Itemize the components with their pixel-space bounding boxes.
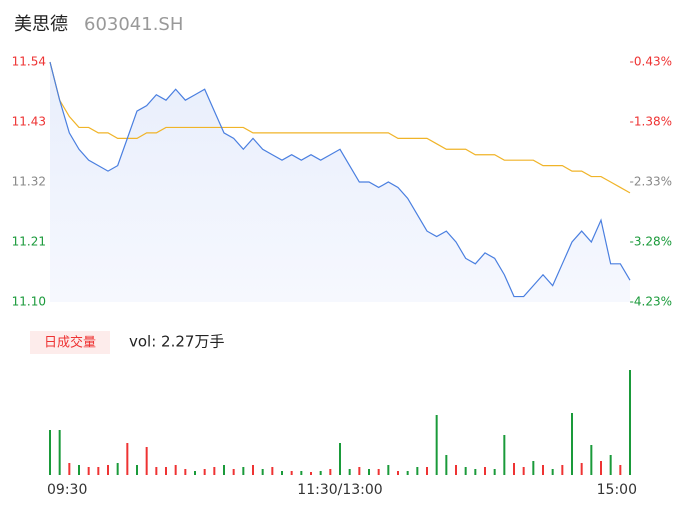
volume-bar — [532, 461, 535, 475]
y2-tick-label: -1.38% — [630, 115, 672, 129]
volume-bar — [126, 443, 129, 475]
volume-text: vol: 2.27万手 — [129, 333, 224, 351]
y-tick-label: 11.21 — [12, 235, 46, 249]
volume-bar — [97, 467, 100, 475]
y-tick-label: 11.43 — [12, 115, 46, 129]
volume-bar — [358, 467, 361, 475]
volume-bar — [522, 467, 525, 475]
volume-bar — [455, 465, 457, 475]
price-area — [50, 62, 630, 302]
volume-bar — [484, 467, 486, 475]
x-tick-label: 15:00 — [597, 482, 637, 498]
volume-bar — [609, 455, 612, 475]
x-tick-label: 09:30 — [47, 482, 87, 498]
volume-bar — [474, 469, 477, 475]
x-tick-label: 11:30/13:00 — [297, 482, 382, 498]
y2-tick-label: -3.28% — [630, 235, 672, 249]
volume-bar — [116, 463, 119, 475]
volume-bar — [242, 467, 245, 475]
volume-bar — [174, 465, 177, 475]
volume-bar — [194, 471, 196, 475]
volume-bar — [339, 443, 341, 475]
volume-bar — [213, 467, 216, 475]
volume-bar — [513, 463, 515, 475]
volume-bar — [629, 370, 631, 475]
volume-bar — [571, 413, 573, 475]
volume-bar — [271, 467, 274, 475]
volume-bar — [493, 469, 496, 475]
stock-name: 美思德 — [14, 14, 68, 35]
volume-bar — [252, 465, 254, 475]
volume-bar — [416, 467, 419, 475]
volume-bar — [107, 465, 109, 475]
volume-bar — [580, 463, 583, 475]
y-tick-label: 11.32 — [12, 175, 46, 189]
volume-bar — [503, 435, 506, 475]
y-tick-label: 11.10 — [12, 295, 46, 309]
volume-bar — [561, 465, 564, 475]
volume-bar — [49, 430, 51, 475]
volume-bar — [78, 465, 80, 475]
volume-bar — [136, 465, 138, 475]
volume-bar — [203, 469, 206, 475]
volume-bar — [435, 415, 438, 475]
volume-bar — [600, 461, 602, 475]
y2-tick-label: -2.33% — [630, 175, 672, 189]
volume-bar — [551, 469, 554, 475]
volume-bar — [542, 465, 544, 475]
volume-bar — [290, 471, 293, 475]
volume-bar — [319, 471, 322, 475]
volume-bar — [300, 471, 303, 475]
volume-bar — [281, 471, 283, 475]
volume-bar — [329, 469, 332, 475]
volume-bar — [590, 445, 593, 475]
volume-title: 日成交量 — [44, 335, 96, 351]
volume-bar — [464, 467, 467, 475]
volume-bar — [155, 467, 158, 475]
volume-bar — [445, 455, 448, 475]
volume-bar — [406, 471, 409, 475]
volume-bar — [368, 469, 370, 475]
volume-title-bg — [30, 331, 110, 354]
volume-bar — [348, 469, 351, 475]
volume-bar — [261, 469, 264, 475]
volume-bar — [145, 447, 148, 475]
volume-bar — [184, 469, 187, 475]
volume-bar — [87, 467, 90, 475]
volume-bar — [232, 469, 235, 475]
volume-bar — [397, 471, 399, 475]
volume-bar — [68, 463, 71, 475]
avg-line — [49, 61, 631, 194]
volume-bar — [619, 465, 622, 475]
price-line — [49, 61, 631, 298]
y2-tick-label: -0.43% — [630, 55, 672, 69]
stock-code: 603041.SH — [84, 14, 183, 35]
volume-bar — [58, 430, 61, 475]
volume-bar — [387, 465, 390, 475]
volume-bar — [165, 467, 167, 475]
y-tick-label: 11.54 — [12, 55, 46, 69]
y2-tick-label: -4.23% — [630, 295, 672, 309]
volume-bar — [377, 469, 380, 475]
volume-bar — [223, 465, 225, 475]
volume-bar — [426, 467, 428, 475]
volume-bar — [310, 472, 312, 475]
